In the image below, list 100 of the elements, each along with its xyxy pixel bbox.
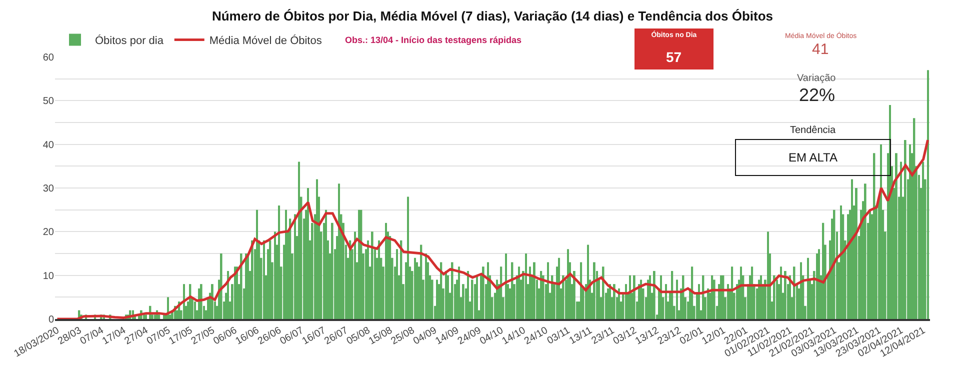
bar	[613, 284, 616, 319]
bar	[263, 240, 265, 319]
annotation: 41	[812, 41, 829, 58]
line-series	[56, 138, 930, 319]
bar	[927, 70, 929, 319]
bar	[609, 284, 611, 319]
bar	[740, 266, 742, 319]
bar	[385, 222, 387, 319]
bar	[227, 270, 229, 319]
y-tick-label: 30	[42, 184, 54, 194]
bar	[922, 162, 924, 319]
bar	[407, 196, 409, 319]
bar	[445, 270, 447, 319]
bar	[316, 179, 318, 319]
bar	[358, 210, 360, 319]
bar	[864, 184, 866, 319]
bar	[338, 184, 340, 319]
annotation: Variação	[797, 73, 836, 84]
bar	[731, 266, 734, 319]
bar	[855, 188, 858, 319]
bar	[895, 153, 898, 319]
y-tick-label: 60	[42, 52, 54, 64]
bar	[236, 266, 238, 319]
bar	[278, 205, 280, 319]
bar	[660, 275, 662, 319]
y-tick-label: 0	[48, 314, 54, 326]
bar	[573, 270, 576, 319]
bar	[840, 205, 842, 319]
chart-title: Número de Óbitos por Dia, Média Móvel (7 dias), Variação (14 dias) e Tendência dos Óbitos	[212, 8, 774, 24]
y-tick-label: 10	[42, 270, 54, 282]
annotation: EM ALTA	[788, 150, 838, 164]
bar	[245, 254, 247, 319]
bar	[496, 280, 498, 319]
bar	[425, 254, 427, 319]
bar	[247, 254, 249, 319]
bar	[325, 210, 327, 319]
bar	[476, 275, 478, 319]
bar	[505, 254, 507, 319]
bar	[354, 232, 356, 319]
bar	[676, 280, 678, 319]
bar	[776, 280, 778, 319]
bar	[913, 118, 916, 319]
bar	[467, 270, 469, 319]
bar	[640, 280, 642, 319]
bar	[396, 249, 398, 319]
bar	[183, 284, 185, 319]
bar	[211, 284, 214, 319]
legend-label: Média Móvel de Óbitos	[209, 34, 322, 48]
bar	[285, 210, 287, 319]
bar	[904, 140, 906, 319]
bar	[451, 262, 454, 319]
bar	[525, 254, 527, 319]
bar	[154, 314, 156, 319]
bar	[807, 258, 809, 319]
bar	[629, 275, 631, 319]
bar	[618, 288, 620, 319]
bar	[274, 232, 276, 319]
bar	[784, 270, 786, 319]
bar	[587, 244, 589, 319]
bar	[647, 280, 649, 319]
bar	[540, 270, 542, 319]
bar	[558, 258, 560, 319]
bar	[711, 275, 714, 319]
bar	[269, 240, 272, 319]
bar	[698, 284, 700, 319]
bar	[633, 275, 636, 319]
bar	[649, 275, 651, 319]
bar	[500, 266, 502, 319]
bar	[414, 258, 416, 319]
bar	[800, 262, 802, 319]
bar	[707, 288, 709, 319]
bar	[331, 222, 334, 319]
legend-label: Óbitos por dia	[95, 34, 164, 48]
bar	[851, 179, 853, 319]
bar	[307, 188, 309, 319]
bar	[234, 266, 236, 319]
bar	[773, 275, 776, 319]
annotation: Tendência	[790, 125, 836, 136]
bar	[780, 266, 782, 319]
y-tick-label: 50	[42, 96, 54, 108]
bar	[671, 270, 674, 319]
bar	[653, 270, 656, 319]
bar	[691, 266, 694, 319]
bar	[880, 144, 882, 319]
bar	[371, 232, 374, 319]
bar	[462, 284, 464, 319]
bar	[602, 266, 604, 319]
bar	[447, 275, 449, 319]
bar	[458, 266, 460, 319]
bar	[487, 262, 489, 319]
bar	[240, 254, 242, 319]
bar	[593, 262, 596, 319]
bar	[471, 280, 474, 319]
bar	[220, 254, 222, 319]
bar	[818, 249, 820, 319]
bar	[194, 302, 196, 319]
bar	[713, 280, 716, 319]
bar	[482, 266, 484, 319]
bar	[294, 214, 296, 319]
bar	[298, 162, 300, 319]
